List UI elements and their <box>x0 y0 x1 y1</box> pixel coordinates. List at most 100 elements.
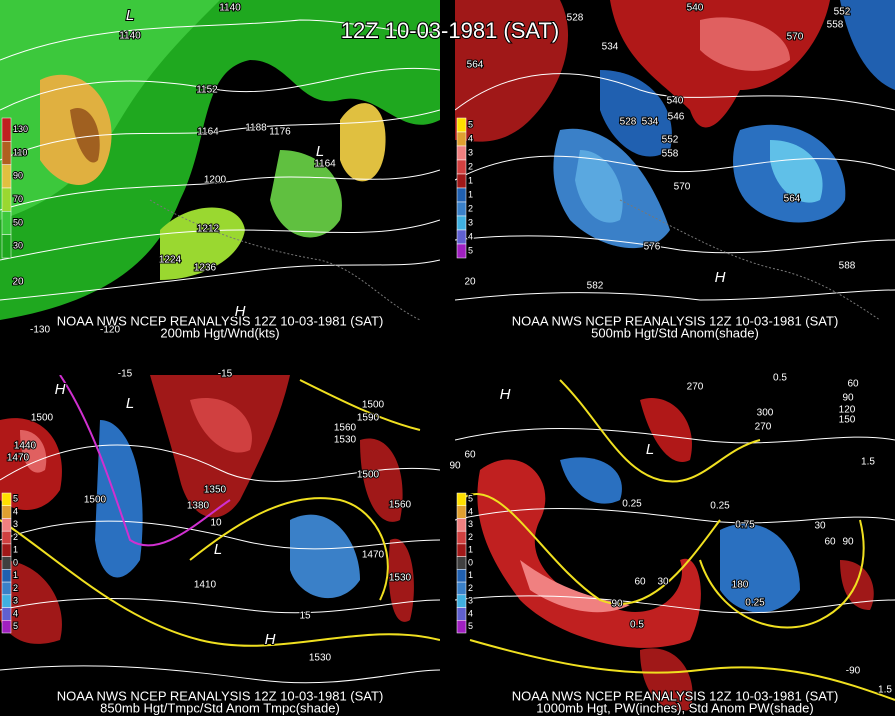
legend-label: 2 <box>468 161 473 171</box>
caption: 200mb Hgt/Wnd(kts) <box>160 325 279 340</box>
legend-swatch <box>1 556 12 570</box>
legend-swatch <box>456 215 467 231</box>
contour-label: 0.25 <box>710 501 730 512</box>
contour-label: 1140 <box>219 3 241 14</box>
contour-label: -130 <box>30 325 50 336</box>
legend-swatch <box>456 187 467 203</box>
contour-label: 1164 <box>314 159 336 170</box>
pressure-center: L <box>126 395 134 412</box>
contour-label: 1500 <box>84 495 107 506</box>
legend-swatch <box>456 581 467 596</box>
legend-label: 2 <box>468 203 473 213</box>
legend-label: 130 <box>13 124 28 134</box>
legend-label: 3 <box>468 147 473 157</box>
contour-label: 90 <box>842 393 854 404</box>
contour-label: 1500 <box>357 470 380 481</box>
contour-label: 528 <box>620 117 637 128</box>
legend-label: 5 <box>468 245 473 255</box>
contour-label: 0.25 <box>622 499 642 510</box>
contour-label: 30 <box>657 577 669 588</box>
contour-label: 564 <box>467 60 484 71</box>
legend-label: 3 <box>13 596 18 606</box>
contour-label: 60 <box>634 577 646 588</box>
legend-label: 4 <box>13 608 18 618</box>
caption: 1000mb Hgt, PW(inches), Std Anom PW(shad… <box>536 700 813 715</box>
contour-label: -15 <box>118 369 133 380</box>
caption: NOAA NWS NCEP REANALYSIS 12Z 10-03-1981 … <box>512 313 839 328</box>
legend-label: 5 <box>468 119 473 129</box>
legend-swatch <box>456 569 467 583</box>
legend-label: 110 <box>13 147 27 157</box>
legend-label: 4 <box>468 608 473 618</box>
panel-1000mb <box>455 379 895 711</box>
legend-label: 2 <box>13 583 18 593</box>
legend-swatch <box>456 173 467 189</box>
legend-swatch <box>456 243 467 259</box>
legend-swatch <box>1 620 12 634</box>
contour-label: 90 <box>842 537 854 548</box>
contour-label: 1.5 <box>878 685 892 696</box>
contour-label: 270 <box>687 382 704 393</box>
contour-label: 558 <box>827 20 844 31</box>
contour-label: -15 <box>218 369 233 380</box>
legend-swatch <box>456 620 467 634</box>
contour-label: 1236 <box>194 263 217 274</box>
legend-label: 3 <box>468 596 473 606</box>
contour-label: 1164 <box>197 127 219 138</box>
legend-label: 5 <box>468 494 473 504</box>
contour-label: 534 <box>642 117 659 128</box>
legend-swatch <box>456 492 467 506</box>
contour-label: 546 <box>668 112 685 123</box>
contour-label: 564 <box>784 194 801 205</box>
pressure-center: H <box>265 631 276 648</box>
legend-label: 3 <box>13 519 18 529</box>
contour-label: 570 <box>787 32 804 43</box>
pressure-center: H <box>500 386 511 403</box>
legend-swatch <box>456 117 467 133</box>
legend-label: 2 <box>468 583 473 593</box>
legend-swatch <box>1 581 12 596</box>
contour-label: 582 <box>587 281 604 292</box>
legend-swatch <box>456 518 467 532</box>
panel-200mb <box>0 0 440 321</box>
pressure-center: H <box>55 381 66 398</box>
contour-label: -120 <box>100 325 120 336</box>
legend-swatch <box>1 117 12 142</box>
contour-label: 0.5 <box>773 373 787 384</box>
contour-label: 1560 <box>334 423 357 434</box>
legend-swatch <box>456 201 467 217</box>
contour-label: 0.75 <box>735 520 755 531</box>
contour-label: 1176 <box>269 127 291 138</box>
contour-label: 1530 <box>334 435 357 446</box>
contour-label: 576 <box>644 242 661 253</box>
contour-label: 20 <box>12 277 24 288</box>
legend-swatch <box>1 594 12 608</box>
legend-swatch <box>1 543 12 557</box>
legend-label: 2 <box>13 532 18 542</box>
legend-label: 2 <box>468 532 473 542</box>
legend-label: 1 <box>468 570 473 580</box>
contour-label: 1188 <box>245 123 267 134</box>
contour-label: 1500 <box>31 413 54 424</box>
contour-label: 558 <box>662 149 679 160</box>
contour-label: 1200 <box>204 175 227 186</box>
contour-label: 10 <box>210 518 222 529</box>
contour-label: 552 <box>834 7 851 18</box>
contour-label: 1410 <box>194 580 217 591</box>
legend-swatch <box>1 187 12 212</box>
contour-label: 15 <box>299 611 311 622</box>
legend-swatch <box>456 131 467 147</box>
contour-label: 528 <box>567 13 584 24</box>
contour-label: 120 <box>839 405 856 416</box>
legend-label: 1 <box>13 545 18 555</box>
contour-label: 1350 <box>204 485 227 496</box>
contour-label: 180 <box>732 580 749 591</box>
contour-label: 1152 <box>196 85 218 96</box>
main-title: 12Z 10-03-1981 (SAT) <box>341 18 559 43</box>
contour-label: 150 <box>839 415 856 426</box>
caption: 850mb Hgt/Tmpc/Std Anom Tmpc(shade) <box>100 700 340 715</box>
contour-label: 0.5 <box>630 620 644 631</box>
legend-label: 1 <box>468 545 473 555</box>
legend-label: 30 <box>13 241 23 251</box>
